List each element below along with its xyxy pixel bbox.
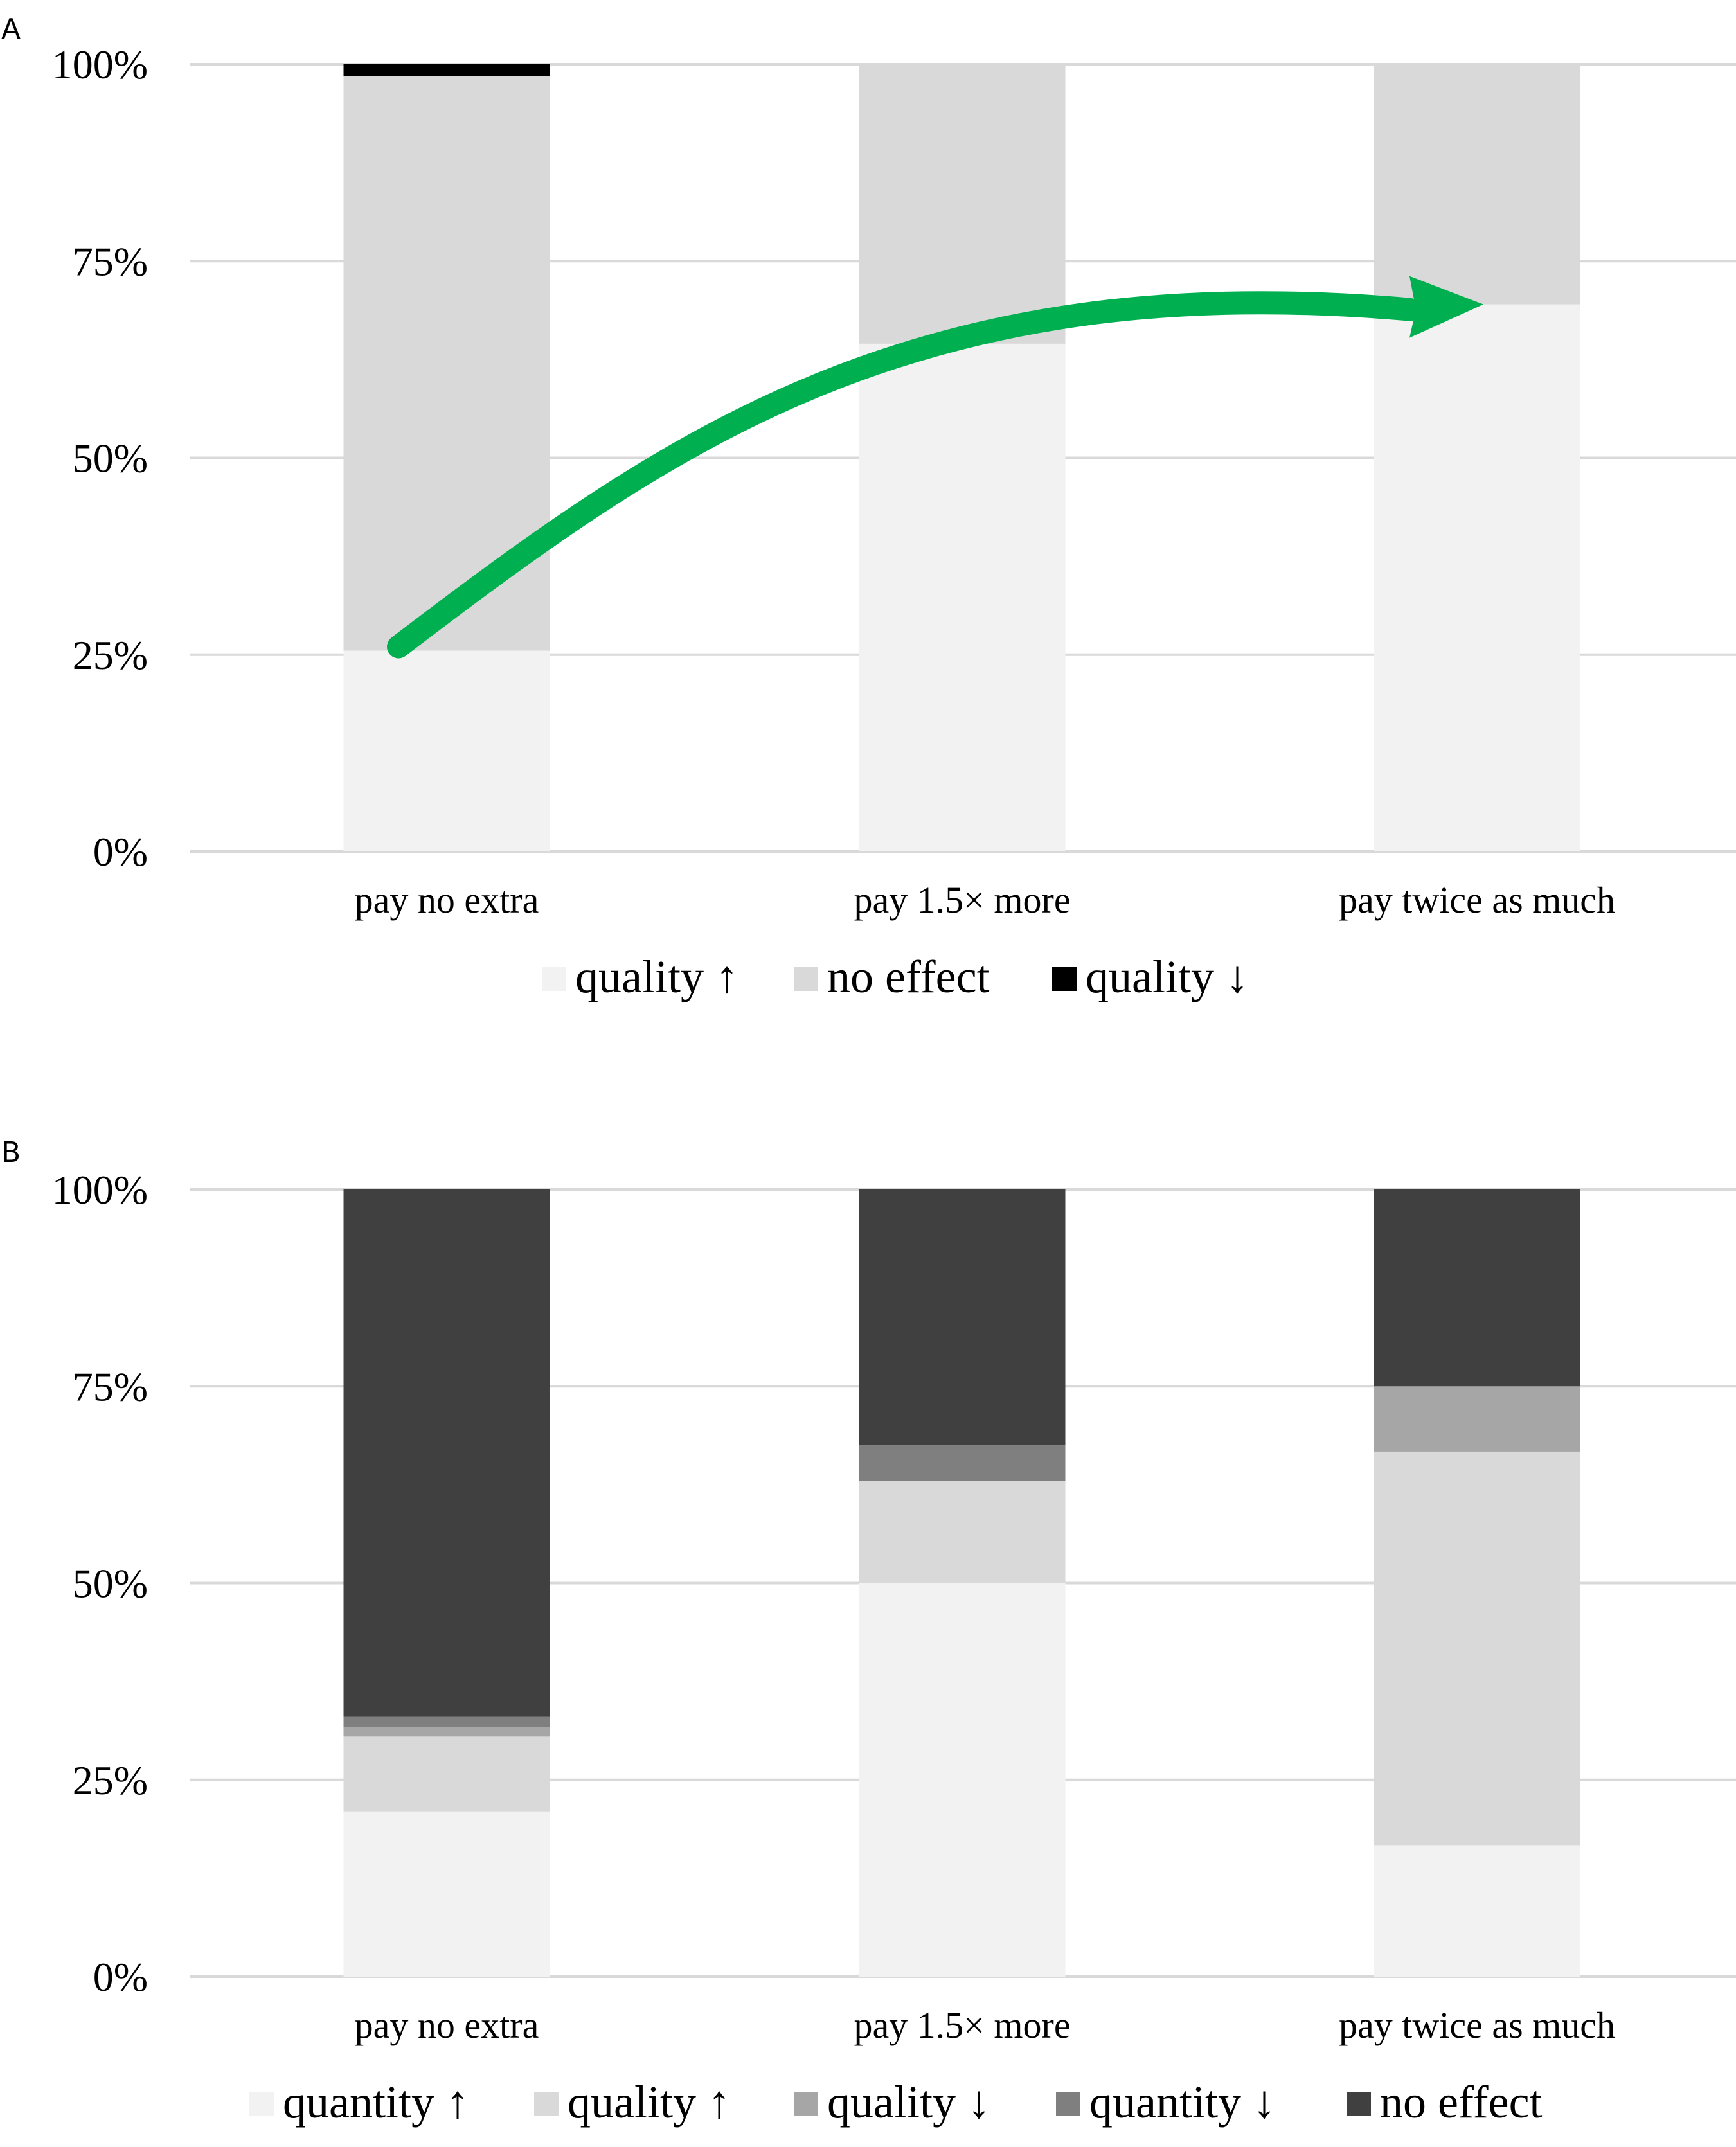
y-tick-label: 100%	[52, 42, 148, 87]
panel-b-legend: quantity ↑ quality ↑ quality ↓ quantity ↓ no…	[249, 2076, 1543, 2128]
bar-segment	[1374, 64, 1580, 305]
legend-label: quantity ↓	[1089, 2076, 1276, 2128]
bar-segment	[859, 64, 1066, 344]
category-label: pay no extra	[355, 2004, 539, 2046]
legend-swatch	[542, 967, 566, 991]
y-tick-label: 25%	[73, 632, 148, 678]
panel-b-bars	[343, 1189, 1580, 1977]
legend-label: no effect	[827, 951, 990, 1002]
panel-a-legend: quality ↑ no effect quality ↓	[542, 951, 1249, 1002]
panel-a-bars	[343, 64, 1580, 851]
panel-a: A 0% 25% 50% 75% 100% pay no extra pay 1.5× m…	[1, 13, 1736, 1002]
bar-segment	[859, 1445, 1066, 1481]
y-tick-label: 0%	[93, 1954, 148, 2000]
category-label: pay twice as much	[1339, 2004, 1615, 2046]
bar-segment	[859, 1189, 1066, 1446]
legend-label: quantity ↑	[283, 2076, 469, 2128]
legend-swatch	[1056, 2092, 1080, 2116]
legend-swatch	[1347, 2092, 1371, 2116]
category-label: pay 1.5× more	[854, 2004, 1070, 2046]
legend-label: quality ↓	[827, 2076, 990, 2128]
bar-segment	[343, 1727, 550, 1737]
bar-segment	[343, 1736, 550, 1812]
bar-segment	[343, 1189, 550, 1717]
bar-segment	[343, 64, 550, 76]
bar-segment	[859, 1481, 1066, 1583]
bar-segment	[1374, 1189, 1580, 1387]
legend-label: quality ↓	[1086, 951, 1249, 1002]
legend-swatch	[534, 2092, 559, 2116]
legend-label: quality ↑	[568, 2076, 731, 2128]
bar-segment	[859, 1583, 1066, 1977]
y-tick-label: 100%	[52, 1167, 148, 1213]
bar-segment	[859, 343, 1066, 851]
category-label: pay twice as much	[1339, 879, 1615, 921]
legend-label: quality ↑	[575, 951, 738, 1002]
legend-label: no effect	[1380, 2076, 1543, 2128]
panel-b-categories: pay no extra pay 1.5× more pay twice as mu…	[355, 2004, 1615, 2046]
y-tick-label: 25%	[73, 1758, 148, 1803]
y-tick-label: 75%	[73, 1364, 148, 1409]
panel-a-y-ticks: 0% 25% 50% 75% 100%	[52, 42, 148, 875]
category-label: pay 1.5× more	[854, 879, 1070, 921]
legend-swatch	[794, 2092, 818, 2116]
bar-segment	[1374, 304, 1580, 851]
bar-segment	[1374, 1451, 1580, 1846]
y-tick-label: 75%	[73, 238, 148, 284]
panel-b: B 0% 25% 50% 75% 100% pay no extra pay 1.5× m…	[1, 1136, 1736, 2128]
y-tick-label: 50%	[73, 436, 148, 481]
panel-b-label: B	[1, 1136, 21, 1169]
y-tick-label: 0%	[93, 829, 148, 875]
legend-swatch	[1052, 967, 1077, 991]
bar-segment	[1374, 1845, 1580, 1977]
arrow-head	[1409, 276, 1483, 338]
y-tick-label: 50%	[73, 1561, 148, 1607]
arrow-shaft	[387, 291, 1421, 659]
bar-segment	[1374, 1386, 1580, 1452]
panel-a-annotation	[387, 276, 1483, 659]
bar-segment	[343, 1811, 550, 1977]
legend-swatch	[794, 967, 818, 991]
category-label: pay no extra	[355, 879, 539, 921]
panel-a-categories: pay no extra pay 1.5× more pay twice as mu…	[355, 879, 1615, 921]
panel-b-y-ticks: 0% 25% 50% 75% 100%	[52, 1167, 148, 2000]
bar-segment	[343, 1716, 550, 1727]
panel-a-label: A	[1, 13, 21, 46]
bar-segment	[343, 650, 550, 851]
legend-swatch	[249, 2092, 274, 2116]
